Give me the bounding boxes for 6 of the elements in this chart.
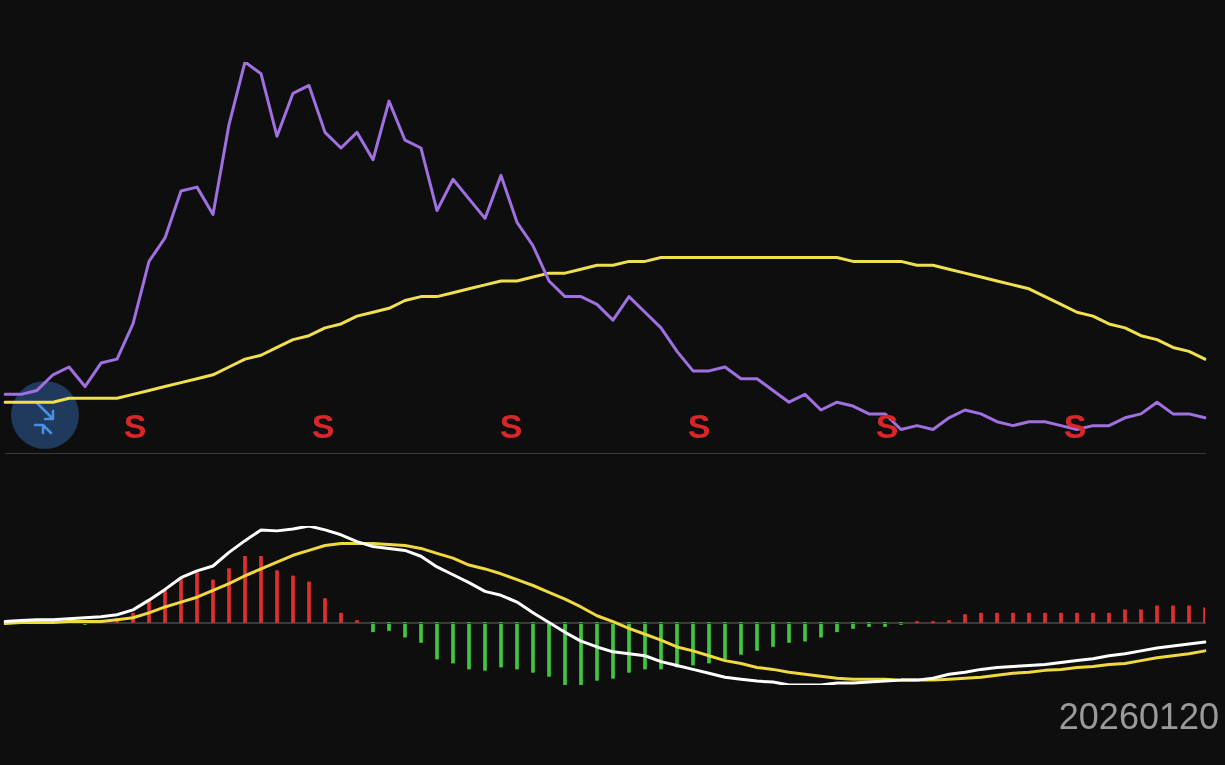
- annotation: S: [311, 407, 335, 446]
- annotation: S: [687, 407, 711, 446]
- text: 20260120: [1058, 695, 1219, 737]
- annotation: S: [499, 407, 523, 446]
- annotation: S: [123, 407, 147, 446]
- annotation: S: [875, 407, 899, 446]
